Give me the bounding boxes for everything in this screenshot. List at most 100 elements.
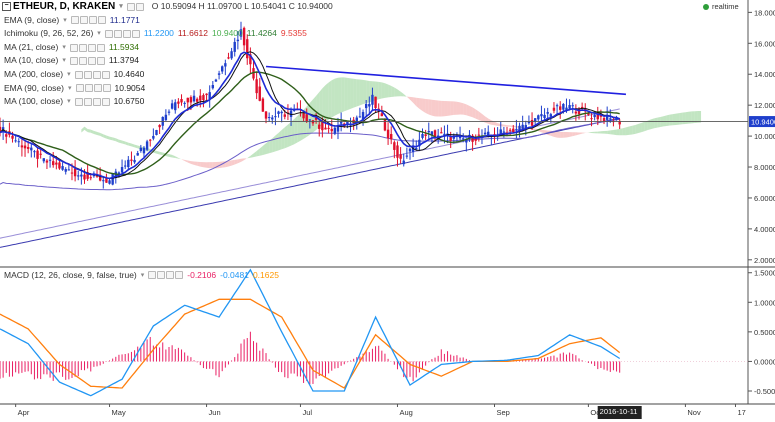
x-tick-label: Apr (18, 408, 30, 417)
ichimoku-cloud-segment (247, 155, 251, 159)
macd-y-tick-label: 1.0000 (754, 298, 775, 307)
ichimoku-cloud-segment (400, 91, 404, 97)
settings-button[interactable] (84, 84, 93, 93)
close-button[interactable] (131, 29, 140, 38)
collapse-icon[interactable]: − (2, 2, 11, 12)
indicator-buttons (70, 16, 106, 25)
chevron-down-icon[interactable]: ▾ (68, 84, 72, 92)
visibility-button[interactable] (70, 16, 79, 25)
format-button[interactable] (166, 271, 175, 279)
settings-button[interactable] (78, 43, 87, 52)
ichimoku-cloud-segment (228, 160, 232, 167)
ichimoku-cloud-segment (244, 158, 248, 161)
ichimoku-cloud-segment (682, 112, 686, 125)
format-button[interactable] (92, 97, 101, 106)
visibility-button[interactable] (148, 271, 157, 279)
ichimoku-cloud-segment (391, 85, 395, 97)
close-button[interactable] (175, 271, 184, 279)
indicator-value: 9.5355 (280, 28, 307, 39)
candle-body (67, 169, 71, 171)
candle-body (26, 147, 30, 149)
ichimoku-cloud-segment (375, 81, 379, 101)
visibility-button[interactable] (75, 84, 84, 93)
candle-body (217, 73, 221, 75)
indicator-buttons (69, 43, 105, 52)
indicator-label: EMA (9, close) (4, 14, 60, 25)
chevron-down-icon[interactable]: ▾ (67, 98, 71, 106)
ichimoku-cloud-segment (622, 127, 626, 136)
ichimoku-cloud-segment (356, 79, 360, 107)
candle-body (418, 139, 421, 147)
format-button[interactable] (87, 43, 96, 52)
ichimoku-cloud-segment (359, 79, 364, 106)
ichimoku-cloud-segment (507, 125, 511, 127)
candle-body (521, 124, 524, 129)
settings-button[interactable] (79, 16, 88, 25)
candle-body (596, 114, 599, 120)
format-button[interactable] (92, 70, 101, 79)
close-button[interactable] (101, 70, 110, 79)
ichimoku-cloud-segment (328, 80, 332, 120)
indicator-row: MA (100, close) ▾ 10.6750 (0, 95, 700, 109)
visibility-button[interactable] (69, 57, 78, 66)
candle-body (142, 147, 146, 154)
close-button[interactable] (102, 84, 111, 93)
ichimoku-cloud-segment (607, 130, 611, 135)
candle-body (321, 121, 324, 131)
close-button[interactable] (97, 16, 106, 25)
settings-button[interactable] (157, 271, 166, 279)
visibility-button[interactable] (104, 29, 113, 38)
chevron-down-icon[interactable]: ▾ (97, 30, 101, 38)
chevron-down-icon[interactable]: ▾ (140, 272, 145, 279)
macd-legend: MACD (12, 26, close, 9, false, true) ▾ -… (0, 270, 279, 280)
candle-body (249, 54, 252, 65)
close-button[interactable] (135, 2, 144, 11)
ichimoku-cloud-segment (435, 100, 439, 117)
format-button[interactable] (87, 57, 96, 66)
visibility-button[interactable] (69, 43, 78, 52)
settings-button[interactable] (83, 97, 92, 106)
chevron-down-icon[interactable]: ▾ (67, 70, 71, 78)
status-dot-icon (703, 3, 709, 10)
ichimoku-cloud-segment (691, 111, 695, 124)
candle-body (421, 134, 424, 138)
ichimoku-cloud-segment (672, 113, 677, 126)
indicator-buttons (104, 29, 140, 38)
format-button[interactable] (88, 16, 97, 25)
visibility-button[interactable] (74, 97, 83, 106)
chevron-down-icon[interactable]: ▾ (62, 57, 66, 65)
candle-body (42, 158, 46, 162)
chevron-down-icon[interactable]: ▾ (62, 43, 66, 51)
candle-body (180, 99, 183, 103)
format-button[interactable] (126, 2, 135, 11)
candle-body (224, 63, 227, 67)
ichimoku-cloud-segment (685, 111, 689, 125)
ichimoku-cloud-segment (394, 87, 398, 97)
settings-button[interactable] (78, 57, 87, 66)
settings-button[interactable] (83, 70, 92, 79)
ichimoku-cloud-segment (669, 114, 673, 126)
ichimoku-cloud-segment (109, 136, 113, 141)
visibility-button[interactable] (74, 70, 83, 79)
candle-body (255, 79, 258, 94)
candle-body (537, 115, 540, 120)
ichimoku-cloud-segment (419, 98, 423, 111)
close-button[interactable] (101, 97, 110, 106)
candle-body (562, 103, 565, 110)
ohlc-values: O 10.59094 H 11.09700 L 10.54041 C 10.94… (151, 1, 333, 11)
candle-body (424, 134, 427, 136)
chevron-down-icon[interactable]: ▾ (119, 3, 123, 10)
format-button[interactable] (93, 84, 102, 93)
chevron-down-icon[interactable]: ▾ (63, 16, 67, 24)
close-button[interactable] (96, 43, 105, 52)
format-button[interactable] (122, 29, 131, 38)
indicator-value: 11.4264 (246, 28, 277, 39)
close-button[interactable] (96, 57, 105, 66)
settings-button[interactable] (113, 29, 122, 38)
ichimoku-cloud-segment (444, 101, 448, 117)
candle-body (452, 135, 456, 139)
indicator-row: Ichimoku (9, 26, 52, 26) ▾ 11.2200 11.6612 1… (0, 27, 700, 41)
ichimoku-cloud-segment (397, 89, 401, 97)
ichimoku-cloud-segment (353, 78, 357, 108)
